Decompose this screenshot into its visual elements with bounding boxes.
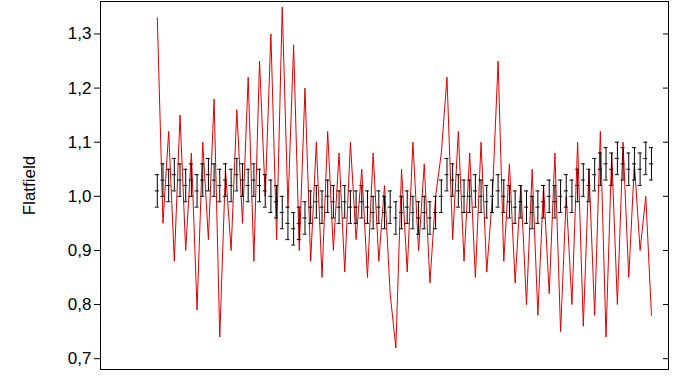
svg-text:1,0: 1,0 — [68, 187, 92, 206]
svg-text:1,1: 1,1 — [68, 133, 92, 152]
svg-text:0,8: 0,8 — [68, 295, 92, 314]
svg-text:0,7: 0,7 — [68, 349, 92, 368]
svg-text:1,3: 1,3 — [68, 24, 92, 43]
svg-text:1,2: 1,2 — [68, 79, 92, 98]
svg-text:Flatfield: Flatfield — [20, 156, 39, 216]
svg-text:0,9: 0,9 — [68, 241, 92, 260]
